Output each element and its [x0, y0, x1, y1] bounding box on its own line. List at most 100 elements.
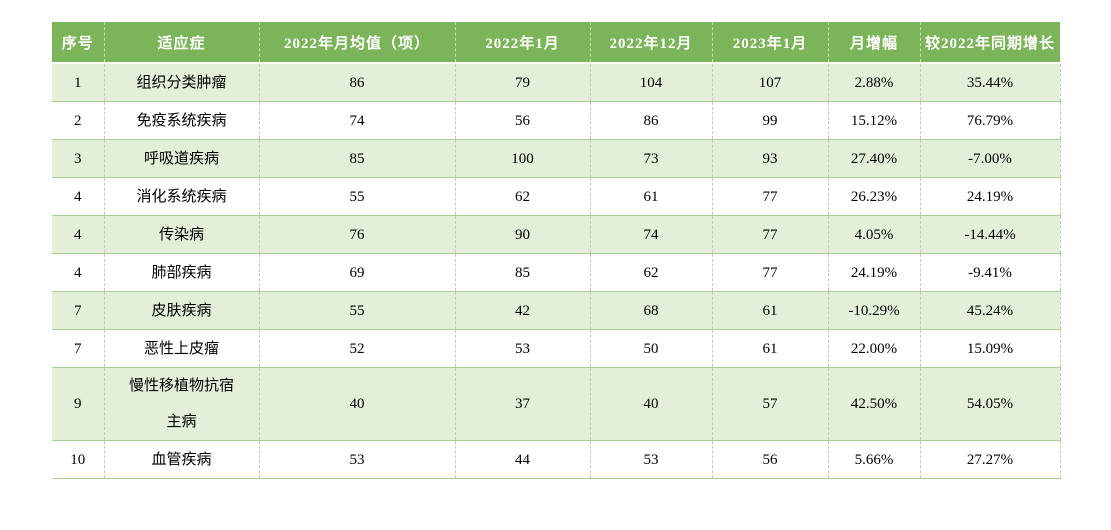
value-cell: 77 [712, 215, 829, 254]
value-cell: 57 [712, 367, 829, 441]
value-cell: 53 [590, 440, 713, 479]
value-cell: 22.00% [828, 329, 921, 368]
indication-cell: 呼吸道疾病 [104, 139, 260, 178]
column-header: 2022年1月 [455, 22, 591, 64]
value-cell: 77 [712, 177, 829, 216]
value-cell: 85 [259, 139, 456, 178]
value-cell: -9.41% [920, 253, 1061, 292]
indication-cell: 免疫系统疾病 [104, 101, 260, 140]
value-cell: 85 [455, 253, 591, 292]
table-row: 4 传染病 76 90 74 77 4.05% -14.44% [52, 215, 1061, 254]
value-cell: 77 [712, 253, 829, 292]
value-cell: -7.00% [920, 139, 1061, 178]
column-header: 月增幅 [828, 22, 921, 64]
value-cell: 62 [455, 177, 591, 216]
value-cell: 56 [455, 101, 591, 140]
value-cell: 55 [259, 177, 456, 216]
table-row: 9 慢性移植物抗宿主病 40 37 40 57 42.50% 54.05% [52, 367, 1061, 441]
rank-cell: 4 [52, 177, 105, 216]
indication-stats-table: 序号 适应症 2022年月均值（项） 2022年1月 2022年12月 2023年1月 月增… [52, 22, 1061, 479]
indication-cell: 恶性上皮瘤 [104, 329, 260, 368]
value-cell: 76.79% [920, 101, 1061, 140]
rank-cell: 10 [52, 440, 105, 479]
rank-cell: 4 [52, 215, 105, 254]
value-cell: 99 [712, 101, 829, 140]
table-row: 10 血管疾病 53 44 53 56 5.66% 27.27% [52, 440, 1061, 479]
value-cell: 93 [712, 139, 829, 178]
indication-cell: 组织分类肿瘤 [104, 62, 260, 102]
value-cell: 37 [455, 367, 591, 441]
value-cell: 42 [455, 291, 591, 330]
value-cell: 15.09% [920, 329, 1061, 368]
indication-cell: 肺部疾病 [104, 253, 260, 292]
value-cell: 74 [590, 215, 713, 254]
column-header: 适应症 [104, 22, 260, 64]
value-cell: 61 [590, 177, 713, 216]
table-row: 1 组织分类肿瘤 86 79 104 107 2.88% 35.44% [52, 62, 1061, 102]
value-cell: 86 [590, 101, 713, 140]
table-header: 序号 适应症 2022年月均值（项） 2022年1月 2022年12月 2023年1月 月增… [52, 22, 1061, 64]
value-cell: 15.12% [828, 101, 921, 140]
table-row: 4 肺部疾病 69 85 62 77 24.19% -9.41% [52, 253, 1061, 292]
table-row: 7 恶性上皮瘤 52 53 50 61 22.00% 15.09% [52, 329, 1061, 368]
table-header-row: 序号 适应症 2022年月均值（项） 2022年1月 2022年12月 2023年1月 月增… [52, 22, 1061, 64]
value-cell: 61 [712, 291, 829, 330]
column-header: 较2022年同期增长 [920, 22, 1061, 64]
value-cell: 56 [712, 440, 829, 479]
value-cell: 69 [259, 253, 456, 292]
column-header: 2023年1月 [712, 22, 829, 64]
value-cell: 107 [712, 62, 829, 102]
rank-cell: 7 [52, 291, 105, 330]
value-cell: 27.40% [828, 139, 921, 178]
indication-stats-table-container: 序号 适应症 2022年月均值（项） 2022年1月 2022年12月 2023年1月 月增… [52, 22, 1061, 479]
value-cell: -10.29% [828, 291, 921, 330]
value-cell: 42.50% [828, 367, 921, 441]
rank-cell: 4 [52, 253, 105, 292]
value-cell: 61 [712, 329, 829, 368]
value-cell: 26.23% [828, 177, 921, 216]
table-row: 7 皮肤疾病 55 42 68 61 -10.29% 45.24% [52, 291, 1061, 330]
value-cell: 24.19% [828, 253, 921, 292]
value-cell: 40 [590, 367, 713, 441]
value-cell: 27.27% [920, 440, 1061, 479]
rank-cell: 7 [52, 329, 105, 368]
value-cell: 55 [259, 291, 456, 330]
value-cell: 73 [590, 139, 713, 178]
indication-cell: 消化系统疾病 [104, 177, 260, 216]
rank-cell: 2 [52, 101, 105, 140]
value-cell: 50 [590, 329, 713, 368]
column-header: 2022年12月 [590, 22, 713, 64]
value-cell: 104 [590, 62, 713, 102]
indication-cell: 慢性移植物抗宿主病 [104, 367, 260, 441]
value-cell: 35.44% [920, 62, 1061, 102]
value-cell: 86 [259, 62, 456, 102]
rank-cell: 1 [52, 62, 105, 102]
table-row: 3 呼吸道疾病 85 100 73 93 27.40% -7.00% [52, 139, 1061, 178]
value-cell: 76 [259, 215, 456, 254]
value-cell: 90 [455, 215, 591, 254]
column-header: 序号 [52, 22, 105, 64]
value-cell: 74 [259, 101, 456, 140]
value-cell: 52 [259, 329, 456, 368]
value-cell: 40 [259, 367, 456, 441]
value-cell: 4.05% [828, 215, 921, 254]
value-cell: 5.66% [828, 440, 921, 479]
value-cell: -14.44% [920, 215, 1061, 254]
indication-cell: 血管疾病 [104, 440, 260, 479]
indication-cell: 传染病 [104, 215, 260, 254]
value-cell: 45.24% [920, 291, 1061, 330]
column-header: 2022年月均值（项） [259, 22, 456, 64]
value-cell: 68 [590, 291, 713, 330]
value-cell: 44 [455, 440, 591, 479]
value-cell: 2.88% [828, 62, 921, 102]
indication-cell: 皮肤疾病 [104, 291, 260, 330]
value-cell: 53 [259, 440, 456, 479]
table-row: 4 消化系统疾病 55 62 61 77 26.23% 24.19% [52, 177, 1061, 216]
value-cell: 100 [455, 139, 591, 178]
value-cell: 54.05% [920, 367, 1061, 441]
rank-cell: 3 [52, 139, 105, 178]
value-cell: 53 [455, 329, 591, 368]
table-row: 2 免疫系统疾病 74 56 86 99 15.12% 76.79% [52, 101, 1061, 140]
value-cell: 62 [590, 253, 713, 292]
value-cell: 79 [455, 62, 591, 102]
